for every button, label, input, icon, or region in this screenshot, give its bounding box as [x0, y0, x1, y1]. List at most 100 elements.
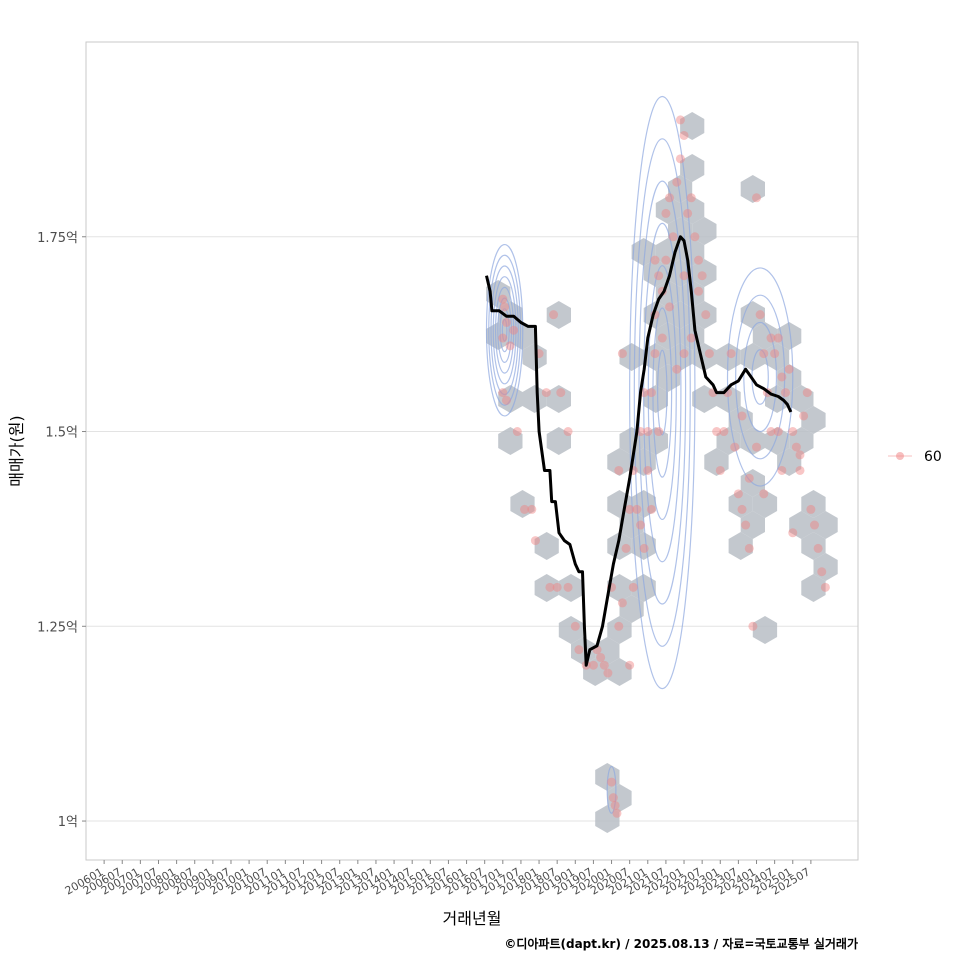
data-point — [777, 465, 787, 475]
density-contour — [499, 308, 510, 353]
y-axis-ticks: 1억 1.25억 1.5억 1.75억 — [37, 231, 86, 830]
data-point — [505, 341, 515, 351]
data-point — [802, 388, 812, 398]
data-point — [748, 621, 758, 631]
data-point — [617, 349, 627, 359]
data-point — [679, 271, 689, 281]
trend-line — [485, 235, 793, 667]
data-point — [607, 777, 617, 787]
hexbin-cell — [692, 217, 717, 245]
data-point — [527, 504, 537, 514]
data-point — [646, 504, 656, 514]
data-point — [730, 442, 740, 452]
density-contour — [501, 318, 508, 342]
data-point — [549, 310, 559, 320]
data-point — [625, 660, 635, 670]
hexbin-cell — [631, 532, 656, 560]
data-point — [665, 193, 675, 203]
hexbin-cell — [789, 511, 814, 539]
data-point — [679, 130, 689, 140]
hexbin-cell — [728, 532, 753, 560]
hexbin-cell — [668, 217, 693, 245]
hexbin-cell — [716, 427, 741, 455]
hexbin-cell — [655, 280, 681, 308]
hexbin-cell — [789, 427, 814, 455]
data-point — [715, 465, 725, 475]
data-point — [563, 427, 573, 437]
data-point — [675, 154, 685, 164]
data-point — [498, 294, 508, 304]
data-point — [639, 543, 649, 553]
y-tick-label: 1억 — [58, 815, 78, 830]
hexbin-cell — [813, 553, 838, 581]
hexbin-cell — [498, 385, 523, 413]
hexbin-cell — [692, 259, 717, 287]
grid-lines — [86, 236, 858, 822]
density-contour — [492, 276, 517, 385]
data-point — [791, 442, 801, 452]
data-point — [817, 567, 827, 577]
hexbin-cell — [704, 448, 729, 476]
data-point — [603, 668, 613, 678]
data-point — [654, 271, 664, 281]
hexbin-cell — [607, 784, 632, 812]
data-point — [657, 333, 667, 343]
hexbin-cell — [643, 385, 668, 413]
data-point — [608, 793, 618, 803]
hexbin-cell — [765, 427, 790, 455]
data-point — [719, 427, 729, 437]
hexbin-cell — [619, 343, 644, 371]
hexbin-cell — [740, 175, 765, 203]
hexbin-cell — [607, 616, 632, 644]
data-point — [612, 808, 622, 818]
data-point — [552, 582, 562, 592]
hexbin-cell — [680, 154, 705, 182]
hexbin-cell — [522, 343, 547, 371]
data-point — [690, 232, 700, 242]
hexbin-cell — [607, 658, 632, 686]
density-contour — [726, 267, 794, 487]
data-point — [654, 427, 664, 437]
hexbin-cell — [631, 238, 656, 266]
data-point — [770, 349, 780, 359]
data-point — [810, 520, 820, 530]
data-point — [621, 543, 631, 553]
hexbin-cell — [752, 490, 778, 518]
data-point — [704, 349, 714, 359]
data-point — [643, 427, 653, 437]
scatter-points — [498, 115, 830, 818]
plot-border — [85, 41, 859, 861]
caption: ©디아파트(dapt.kr) / 2025.08.13 / 자료=국토교통부 실… — [504, 936, 858, 951]
data-point — [617, 598, 627, 608]
hexbin-cell — [510, 490, 535, 518]
data-point — [806, 504, 816, 514]
hexbin-cell — [728, 406, 753, 434]
hexbin-cell — [777, 364, 802, 392]
hexbin-cell — [680, 112, 705, 140]
density-contour — [494, 286, 515, 374]
density-contour — [652, 307, 673, 478]
hexbin-cell — [607, 574, 632, 602]
data-point — [795, 465, 805, 475]
data-point — [795, 450, 805, 460]
hexbin-cell — [740, 511, 765, 539]
data-point — [563, 582, 573, 592]
density-contour — [657, 349, 668, 436]
data-point — [820, 582, 830, 592]
density-contours — [485, 95, 794, 814]
hexbin-cell — [801, 532, 826, 560]
data-point — [773, 333, 783, 343]
data-point — [628, 582, 638, 592]
data-point — [701, 310, 711, 320]
data-point — [784, 364, 794, 374]
hexbin-cell — [692, 301, 717, 329]
hexbin-cell — [801, 406, 826, 434]
data-point — [813, 543, 823, 553]
hexbin-cell — [777, 322, 802, 350]
data-point — [694, 286, 704, 296]
hexbin-cell — [583, 658, 608, 686]
trend-line-layer — [485, 235, 793, 667]
hexbin-cell — [655, 196, 681, 224]
data-point — [766, 333, 776, 343]
